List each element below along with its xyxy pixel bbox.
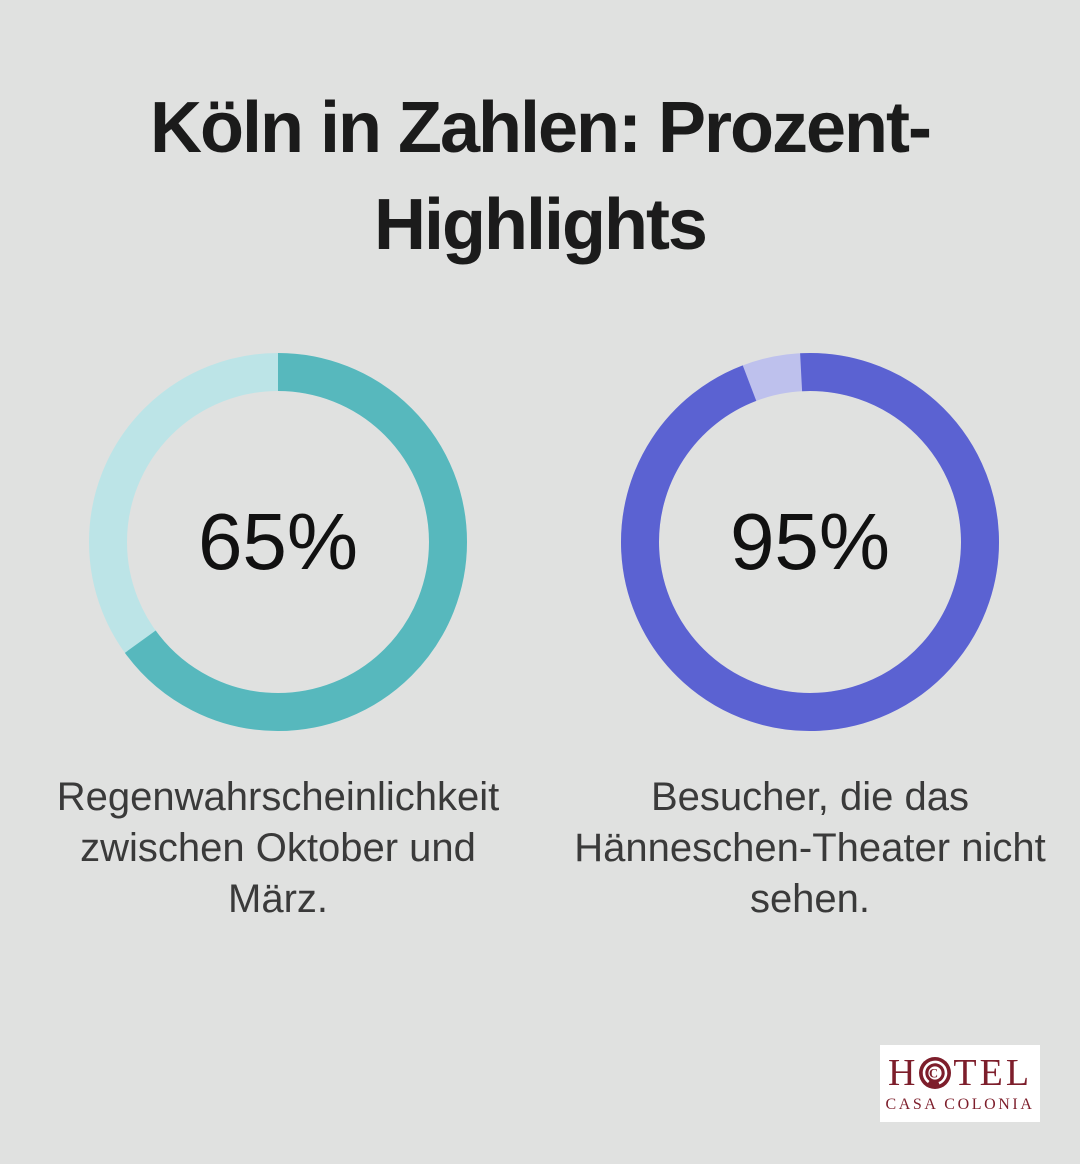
logo-casa-colonia-text: CASA COLONIA xyxy=(885,1096,1035,1113)
stat-block-theater: 95% Besucher, die das Hänneschen-Theater… xyxy=(540,352,1080,925)
donut-value-label: 65% xyxy=(197,497,359,586)
donut-value-ring xyxy=(89,353,467,731)
donut-value-label: 95% xyxy=(729,497,891,586)
logo-hotel-text: H C TEL xyxy=(888,1054,1032,1092)
stats-row: 65% Regenwahrscheinlichkeit zwischen Okt… xyxy=(0,352,1080,925)
stat-caption-theater: Besucher, die das Hänneschen-Theater nic… xyxy=(574,775,1046,921)
concentric-circles-o-icon: C xyxy=(919,1057,952,1089)
logo-letter-h: H xyxy=(887,1052,919,1094)
donut-rings-rain xyxy=(89,353,467,731)
stat-caption-rain: Regenwahrscheinlichkeit zwischen Oktober… xyxy=(56,775,500,921)
hotel-casa-colonia-logo: H C TEL CASA COLONIA xyxy=(880,1045,1040,1122)
donut-value-ring xyxy=(621,353,999,731)
svg-text:C: C xyxy=(929,1066,941,1080)
donut-chart-theater: 95% xyxy=(620,352,1000,732)
stat-block-rain: 65% Regenwahrscheinlichkeit zwischen Okt… xyxy=(8,352,548,925)
donut-chart-rain: 65% xyxy=(88,352,468,732)
page-title: Köln in Zahlen: Prozent- Highlights xyxy=(150,88,932,265)
logo-letter-tel: TEL xyxy=(953,1052,1033,1094)
donut-rings-theater xyxy=(621,353,999,731)
